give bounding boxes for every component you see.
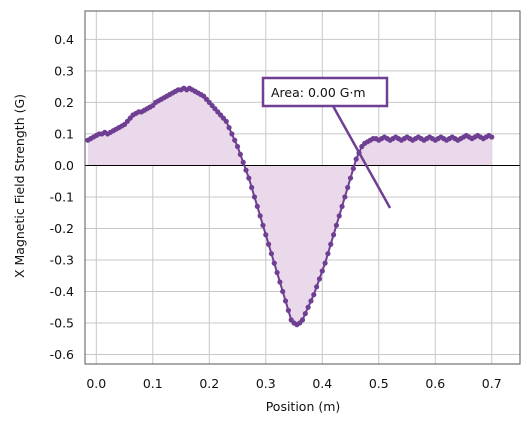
data-point: [328, 241, 334, 247]
data-point: [319, 268, 325, 274]
data-point: [336, 213, 342, 219]
data-point: [345, 184, 351, 191]
data-point: [339, 203, 345, 210]
x-tick-labels: 0.0 0.1 0.2 0.3 0.4 0.5 0.6 0.7: [86, 376, 501, 391]
x-tick-label: 0.1: [143, 376, 163, 391]
x-tick-label: 0.0: [86, 376, 106, 391]
data-point: [285, 307, 291, 314]
data-point: [266, 241, 272, 247]
data-point: [314, 284, 320, 290]
data-point: [282, 298, 289, 304]
area-fill: [87, 88, 492, 325]
data-point: [333, 222, 339, 228]
y-tick-label: -0.3: [50, 252, 74, 267]
data-point: [268, 251, 275, 257]
data-point: [316, 276, 323, 282]
data-point: [226, 125, 232, 131]
data-point: [325, 251, 331, 257]
data-point: [249, 184, 255, 191]
annotation-leader-line: [331, 105, 392, 209]
data-point: [350, 165, 356, 172]
annotation: Area: 0.00 G·m: [261, 76, 392, 209]
data-point: [277, 279, 283, 285]
y-tick-label: 0.3: [54, 63, 74, 78]
x-tick-label: 0.6: [425, 376, 445, 391]
data-point: [232, 137, 238, 143]
plot-frame: [84, 10, 521, 365]
data-points: [85, 85, 495, 328]
data-point: [308, 298, 314, 304]
x-tick-label: 0.3: [256, 376, 276, 391]
data-point: [246, 175, 252, 181]
y-tick-label: 0.2: [54, 95, 74, 110]
y-tick-label: -0.1: [50, 189, 74, 204]
y-tick-label: -0.4: [50, 284, 74, 299]
data-point: [223, 118, 229, 124]
y-tick-label: -0.2: [50, 221, 74, 236]
x-tick-label: 0.7: [482, 376, 502, 391]
x-tick-label: 0.2: [199, 376, 219, 391]
data-point: [311, 292, 317, 298]
y-tick-label: -0.5: [50, 316, 74, 331]
data-point: [251, 194, 258, 200]
data-point: [489, 134, 495, 140]
data-point: [243, 167, 249, 173]
area-fill-path: [87, 88, 492, 325]
x-tick-label: 0.5: [369, 376, 389, 391]
y-tick-label: 0.1: [54, 126, 74, 141]
data-point: [347, 175, 354, 181]
data-point: [260, 222, 266, 228]
data-point: [229, 131, 235, 137]
y-tick-label: 0.0: [54, 158, 74, 173]
y-axis-title: X Magnetic Field Strength (G): [12, 94, 27, 278]
data-point: [305, 304, 311, 310]
data-point: [299, 317, 306, 323]
data-point: [234, 143, 241, 150]
data-point: [302, 310, 308, 317]
annotation-box: [261, 76, 389, 108]
data-point: [237, 151, 243, 158]
y-tick-labels: 0.4 0.3 0.2 0.1 0.0 -0.1 -0.2 -0.3 -0.4 -0.5 -0.6: [50, 32, 74, 362]
data-point: [240, 159, 246, 165]
data-point: [280, 288, 286, 295]
x-tick-label: 0.4: [312, 376, 332, 391]
y-tick-label: 0.4: [54, 32, 74, 47]
y-tick-label: -0.6: [50, 347, 74, 362]
data-point: [271, 260, 277, 266]
data-point: [322, 260, 328, 266]
data-point: [330, 232, 337, 238]
data-point: [254, 203, 260, 210]
data-point: [342, 194, 348, 200]
x-axis-title: Position (m): [266, 399, 341, 414]
data-point: [263, 232, 269, 238]
data-point: [257, 213, 263, 219]
annotation-label: Area: 0.00 G·m: [271, 85, 366, 100]
data-point: [353, 156, 359, 162]
data-point: [274, 269, 280, 276]
